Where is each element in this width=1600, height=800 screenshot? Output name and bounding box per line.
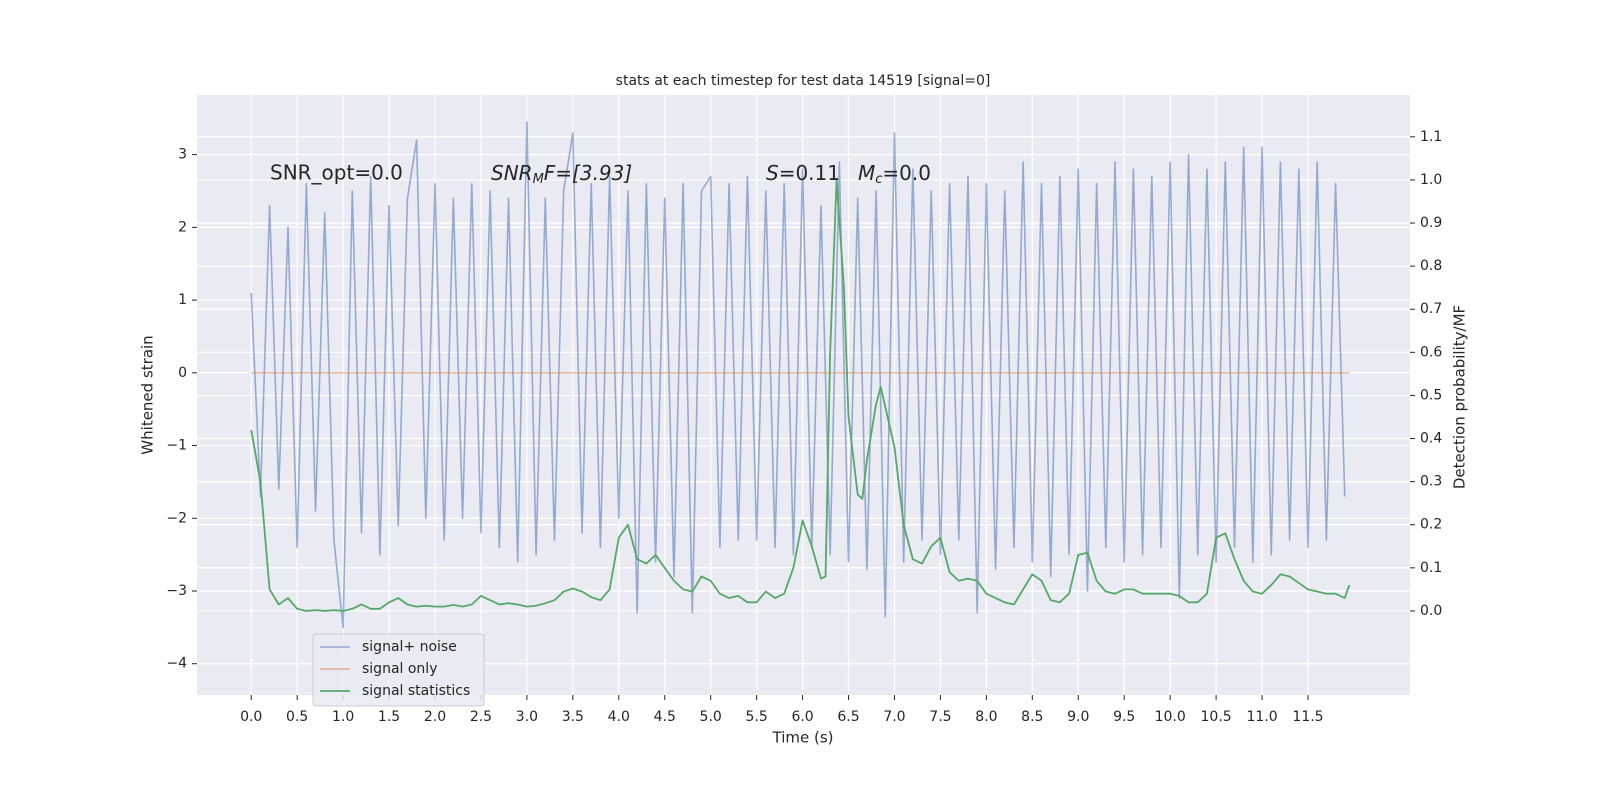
x-tick-label: 0.5 <box>286 709 308 725</box>
legend-label: signal only <box>362 661 437 677</box>
annotation-part: M <box>858 161 875 185</box>
x-tick-label: 3.5 <box>562 709 584 725</box>
x-axis-label: Time (s) <box>772 729 834 747</box>
x-tick-label: 0.0 <box>240 709 262 725</box>
marks <box>250 121 1351 629</box>
y2-tick-label: 0.8 <box>1420 258 1442 274</box>
legend: signal+ noise signal only signal statistic… <box>312 633 485 707</box>
y-tick-label: 1 <box>178 292 187 308</box>
x-tick-label: 10.5 <box>1201 709 1232 725</box>
annotation-part: S <box>766 161 779 185</box>
chart-title: stats at each timestep for test data 145… <box>616 73 991 89</box>
annotation-part: SNR <box>491 161 533 185</box>
x-tick-label: 5.0 <box>700 709 722 725</box>
x-tick-label: 11.5 <box>1292 709 1323 725</box>
x-tick-label: 6.5 <box>837 709 859 725</box>
y2-tick-label: 1.1 <box>1420 129 1442 145</box>
annotation: Mc=0.0 <box>858 161 931 187</box>
y2-tick-label: 0.9 <box>1420 215 1442 231</box>
annotation-part: =0.0 <box>882 161 931 185</box>
y2-tick-label: 0.4 <box>1420 431 1442 447</box>
annotation: SNRMF=[3.93] <box>491 161 632 187</box>
x-tick-label: 8.0 <box>975 709 997 725</box>
x-tick-label: 1.0 <box>332 709 354 725</box>
x-tick-label: 7.0 <box>883 709 905 725</box>
y2-tick-label: 0.0 <box>1420 603 1442 619</box>
axes: 0.0 0.5 1.0 1.5 2.0 2.5 3.0 3.5 4.0 4.5 5.0 5.5 6.0 6… <box>166 129 1442 725</box>
x-tick-label: 8.5 <box>1021 709 1043 725</box>
y-tick-label: 2 <box>178 219 187 235</box>
x-tick-label: 9.0 <box>1067 709 1089 725</box>
series-line <box>250 121 1346 629</box>
x-tick-label: 1.5 <box>378 709 400 725</box>
annotation-part: =0.11 <box>779 161 840 185</box>
y-tick-label: 3 <box>178 147 187 163</box>
x-tick-label: 5.5 <box>746 709 768 725</box>
legend-label: signal+ noise <box>362 639 457 655</box>
y2-tick-label: 0.5 <box>1420 387 1442 403</box>
annotation: S=0.11 <box>766 161 840 185</box>
y2-tick-label: 0.2 <box>1420 517 1442 533</box>
x-tick-label: 9.5 <box>1113 709 1135 725</box>
y2-tick-label: 1.0 <box>1420 172 1442 188</box>
x-tick-label: 7.5 <box>929 709 951 725</box>
y-tick-label: −2 <box>166 510 187 526</box>
y-tick-label: −4 <box>166 656 187 672</box>
annotation: SNR_opt=0.0 <box>270 161 403 185</box>
legend-box <box>312 633 485 707</box>
x-tick-label: 10.0 <box>1155 709 1186 725</box>
y2-tick-label: 0.6 <box>1420 344 1442 360</box>
x-tick-label: 3.0 <box>516 709 538 725</box>
y-tick-label: −3 <box>166 583 187 599</box>
y-tick-label: −1 <box>166 438 187 454</box>
x-tick-label: 11.0 <box>1246 709 1277 725</box>
annotation-part: c <box>875 172 882 187</box>
y-axis-label: Whitened strain <box>139 335 157 454</box>
y2-axis-label: Detection probability/MF <box>1451 305 1469 489</box>
y2-tick-label: 0.1 <box>1420 560 1442 576</box>
x-tick-label: 2.0 <box>424 709 446 725</box>
x-tick-label: 4.0 <box>608 709 630 725</box>
y2-tick-label: 0.3 <box>1420 474 1442 490</box>
y-tick-label: 0 <box>178 365 187 381</box>
x-tick-label: 2.5 <box>470 709 492 725</box>
series-line <box>250 179 1351 612</box>
annotation-part: M <box>533 172 544 187</box>
annotation-part: F=[3.93] <box>544 161 632 185</box>
legend-label: signal statistics <box>362 683 470 699</box>
x-tick-label: 6.0 <box>791 709 813 725</box>
x-tick-label: 4.5 <box>654 709 676 725</box>
y2-tick-label: 0.7 <box>1420 301 1442 317</box>
